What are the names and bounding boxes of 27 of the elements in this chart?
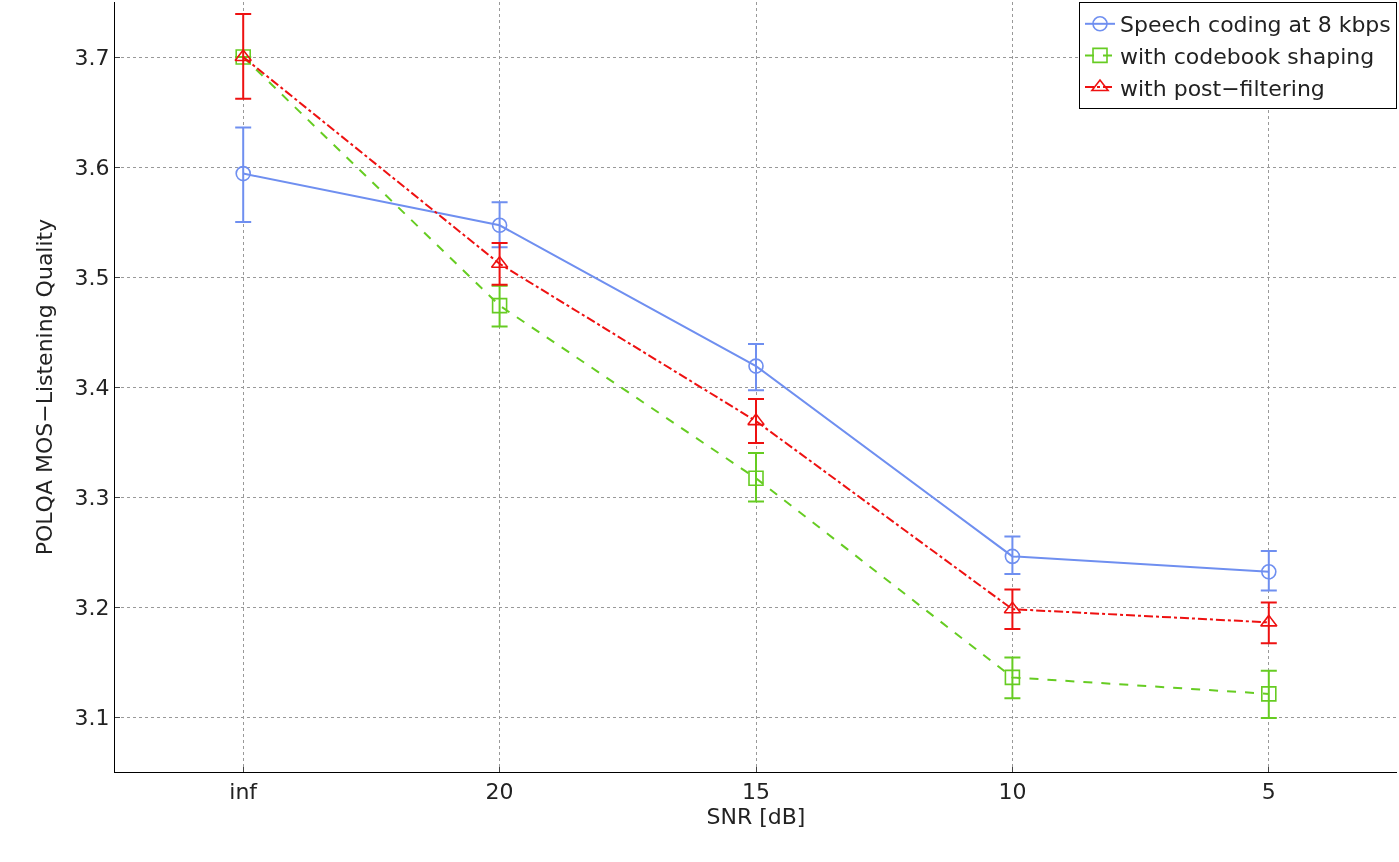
legend-label: with codebook shaping: [1120, 43, 1375, 69]
legend-label: with post−filtering: [1120, 75, 1325, 101]
x-tick-label: 20: [485, 779, 514, 805]
point: [491, 297, 508, 314]
y-tick-label: 3.5: [74, 264, 110, 290]
point: [747, 413, 765, 426]
x-axis-title: SNR [dB]: [706, 804, 806, 830]
y-tick-label: 3.6: [74, 154, 110, 180]
point: [1004, 548, 1021, 565]
y-tick-label: 3.2: [74, 594, 110, 620]
x-tick-label: 10: [998, 779, 1027, 805]
y-tick-label: 3.7: [74, 44, 110, 70]
y-axis-title: POLQA MOS−Listening Quality: [32, 218, 58, 556]
x-tick-label: inf: [229, 779, 259, 805]
point: [1261, 564, 1277, 580]
point: [748, 358, 764, 374]
point: [748, 470, 764, 487]
x-tick-label: 5: [1261, 779, 1276, 805]
y-tick-label: 3.3: [74, 484, 110, 510]
point: [1261, 686, 1277, 702]
point: [1004, 669, 1021, 686]
y-tick-label: 3.1: [74, 704, 110, 730]
x-tick-label: 15: [742, 779, 770, 805]
point: [235, 165, 251, 182]
y-tick-label: 3.4: [74, 374, 110, 400]
point: [491, 217, 508, 234]
legend-label: Speech coding at 8 kbps: [1120, 12, 1391, 38]
